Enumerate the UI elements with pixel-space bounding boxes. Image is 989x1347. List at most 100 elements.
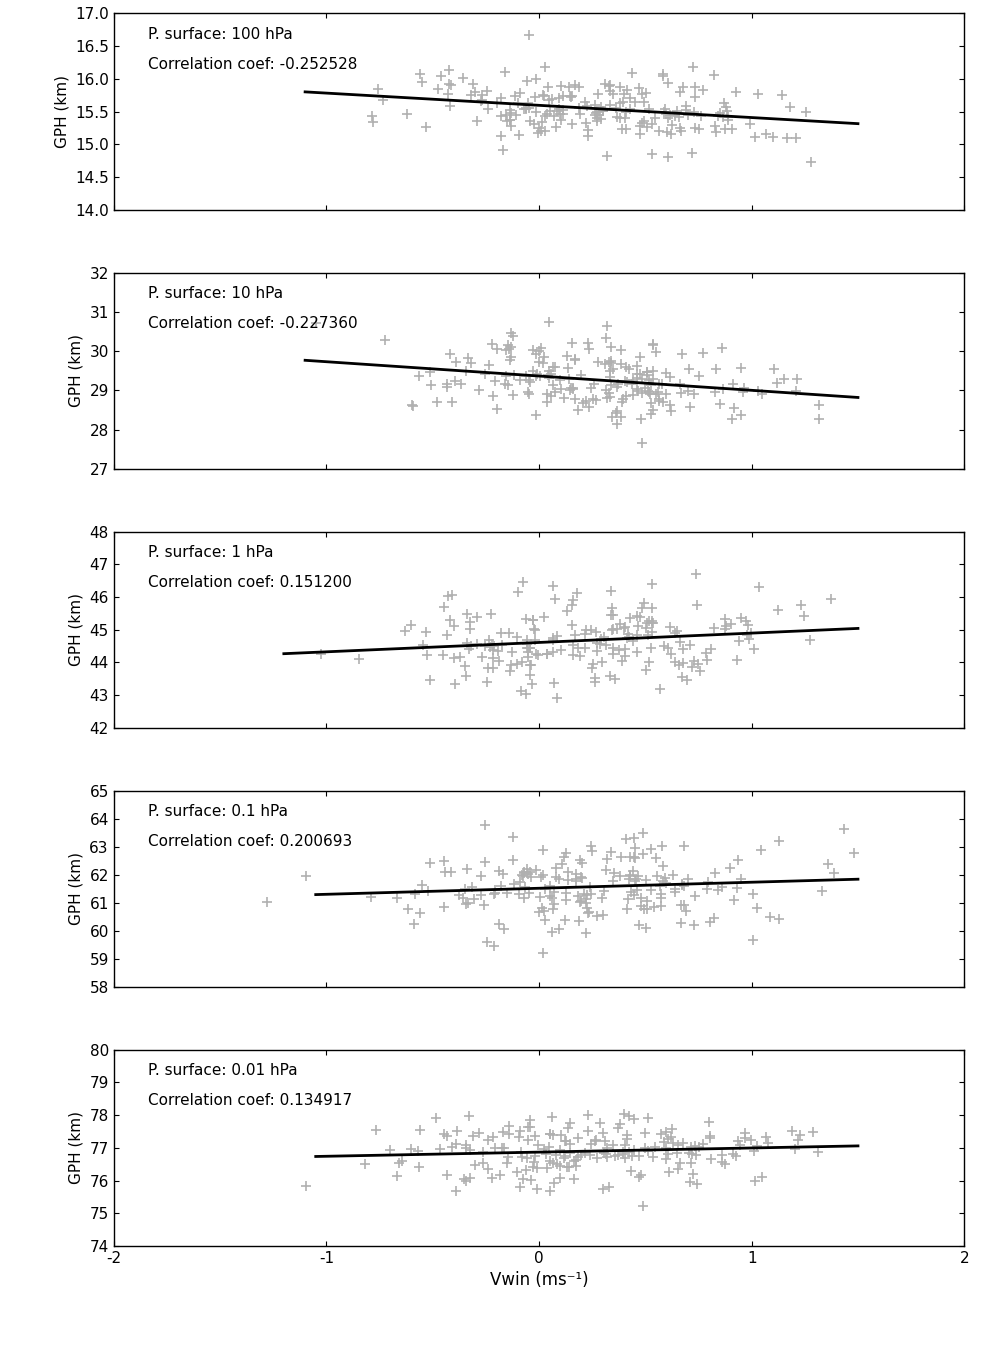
Point (811, 408, 827, 430)
Point (528, 404, 544, 426)
Point (665, 1133, 680, 1154)
Point (720, 109, 736, 131)
Point (622, 607, 638, 629)
Point (581, 1105, 596, 1126)
Point (487, 936, 502, 958)
Point (605, 870, 621, 892)
Point (541, 311, 557, 333)
Point (484, 334, 499, 356)
Point (520, 641, 536, 663)
Point (604, 597, 620, 618)
Point (571, 77, 586, 98)
Point (411, 365, 427, 387)
Point (519, 70, 535, 92)
Point (525, 609, 541, 630)
Point (715, 106, 731, 128)
Point (608, 414, 624, 435)
Point (636, 92, 652, 113)
Point (645, 597, 661, 618)
Point (465, 1125, 481, 1146)
Point (624, 62, 640, 84)
Point (502, 114, 518, 136)
Point (485, 1126, 500, 1148)
Point (623, 1161, 639, 1183)
Point (565, 113, 581, 135)
Point (644, 621, 660, 643)
Point (746, 1141, 762, 1162)
Point (546, 672, 562, 694)
Point (493, 105, 508, 127)
Point (601, 352, 617, 373)
Point (558, 889, 574, 911)
Point (587, 1130, 603, 1152)
Point (641, 98, 657, 120)
Point (661, 1127, 676, 1149)
Point (614, 651, 630, 672)
Point (689, 594, 705, 616)
Point (580, 119, 595, 140)
Point (610, 1117, 626, 1138)
Point (741, 628, 757, 649)
Point (543, 385, 559, 407)
Point (555, 85, 571, 106)
Point (765, 358, 781, 380)
Point (580, 902, 595, 924)
Text: P. surface: 10 hPa: P. surface: 10 hPa (147, 287, 283, 302)
Point (553, 640, 569, 661)
Point (643, 374, 659, 396)
Point (641, 369, 657, 391)
Point (520, 381, 536, 403)
Point (674, 120, 689, 141)
Point (515, 865, 531, 886)
Point (410, 1141, 426, 1162)
Point (518, 858, 534, 880)
Point (644, 612, 660, 633)
Point (506, 873, 522, 894)
Point (514, 571, 530, 593)
Point (569, 1156, 584, 1177)
Point (710, 105, 726, 127)
Point (645, 574, 661, 595)
Point (603, 374, 619, 396)
Point (625, 861, 641, 882)
Point (375, 89, 391, 110)
Point (557, 846, 573, 867)
Point (664, 124, 679, 145)
Point (530, 1134, 546, 1156)
Point (579, 885, 594, 907)
Point (682, 396, 698, 418)
Point (648, 847, 664, 869)
Point (556, 104, 572, 125)
Point (573, 365, 588, 387)
Point (514, 651, 530, 672)
Point (516, 861, 532, 882)
Point (633, 888, 649, 909)
Point (309, 311, 324, 333)
Point (618, 119, 634, 140)
Point (448, 1180, 464, 1202)
Point (667, 878, 682, 900)
Point (545, 626, 561, 648)
Point (475, 89, 491, 110)
Point (810, 1141, 826, 1162)
Point (485, 385, 500, 407)
Point (702, 911, 718, 932)
Point (589, 350, 605, 372)
Point (546, 1153, 562, 1175)
Point (550, 687, 566, 709)
Point (622, 865, 638, 886)
Point (534, 110, 550, 132)
Point (497, 105, 513, 127)
Point (502, 349, 518, 370)
Point (769, 599, 785, 621)
Point (539, 643, 555, 664)
Point (527, 1125, 543, 1146)
Y-axis label: GPH (km): GPH (km) (69, 1111, 84, 1184)
Point (502, 102, 518, 124)
Point (589, 101, 605, 123)
Point (747, 1171, 763, 1192)
Point (644, 143, 660, 164)
Point (566, 1168, 582, 1189)
Point (629, 880, 645, 901)
Point (404, 1138, 419, 1160)
